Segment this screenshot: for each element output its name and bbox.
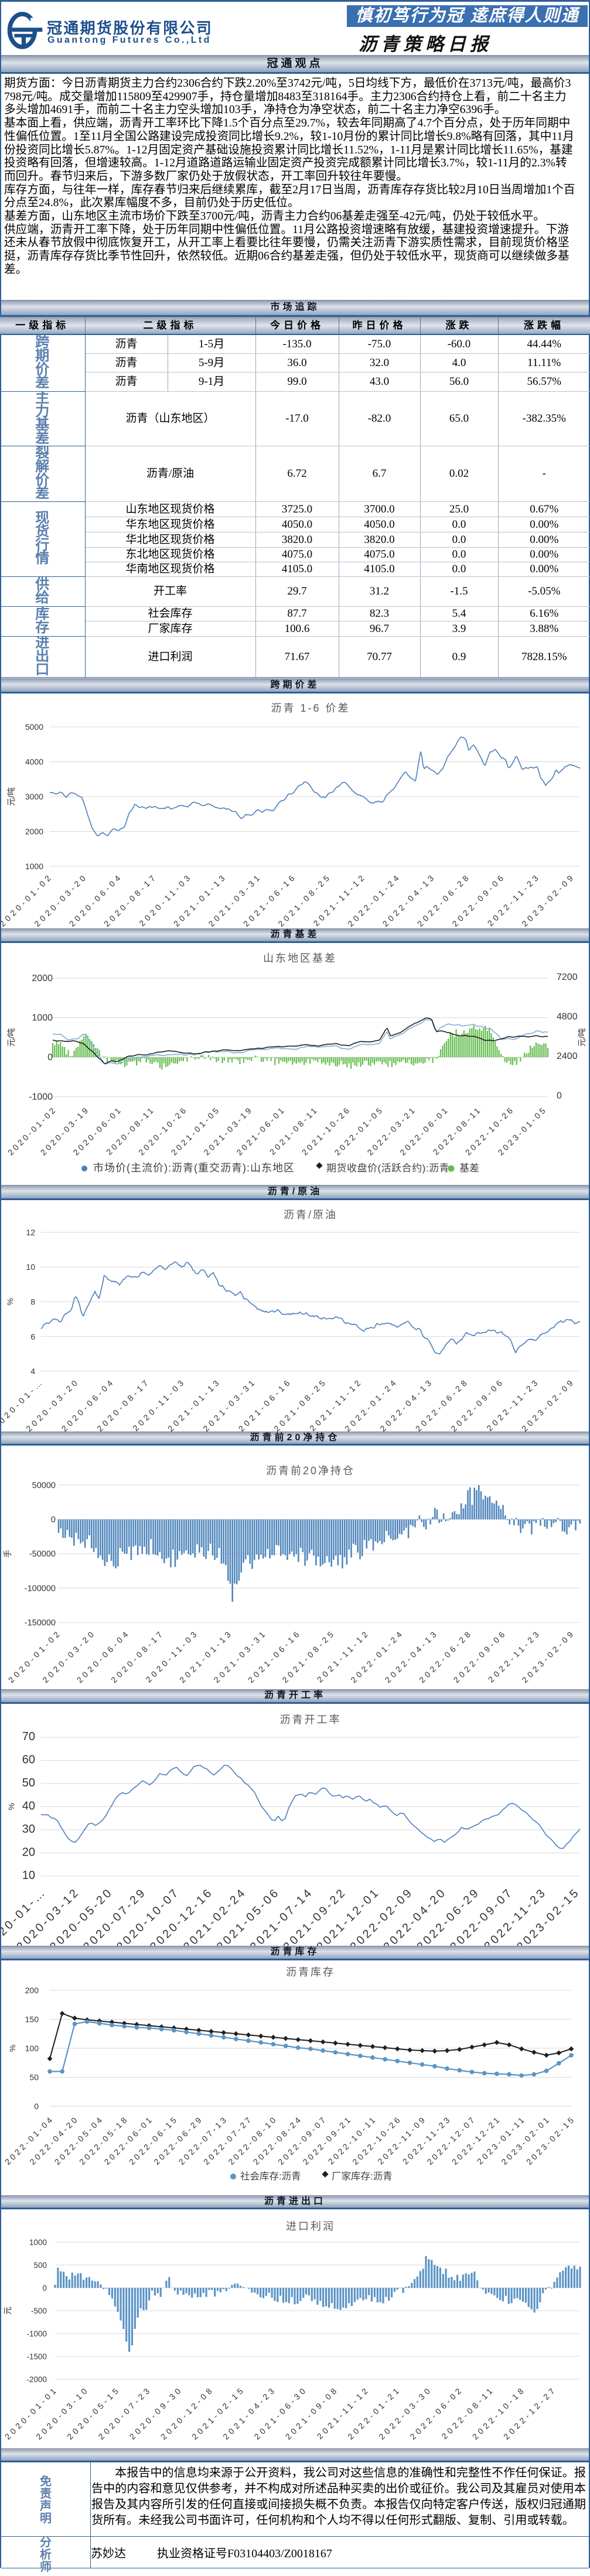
svg-text:-100000: -100000 [25, 1584, 56, 1593]
svg-text:8: 8 [30, 1297, 35, 1307]
svg-text:0: 0 [34, 2102, 39, 2111]
svg-text:5000: 5000 [25, 722, 43, 732]
svg-text:%: % [8, 2045, 17, 2052]
svg-text:-50000: -50000 [29, 1550, 56, 1559]
svg-text:10: 10 [22, 1869, 35, 1882]
svg-text:50: 50 [29, 2073, 39, 2082]
svg-text:2022-10-18: 2022-10-18 [470, 2384, 527, 2441]
svg-text:2400: 2400 [557, 1051, 578, 1061]
svg-text:10: 10 [26, 1262, 35, 1272]
svg-text:元/吨: 元/吨 [577, 1028, 586, 1047]
svg-text:-150000: -150000 [25, 1618, 56, 1628]
svg-text:2020-07-23: 2020-07-23 [96, 2384, 153, 2441]
svg-text:2022-01-21: 2022-01-21 [346, 2384, 403, 2441]
svg-text:150: 150 [25, 2015, 39, 2024]
svg-text:2020-03-10: 2020-03-10 [34, 2384, 91, 2441]
svg-text:4000: 4000 [25, 757, 43, 767]
svg-text:500: 500 [33, 2261, 47, 2270]
svg-text:4: 4 [30, 1366, 35, 1376]
svg-text:-1000: -1000 [26, 2329, 47, 2338]
svg-text:30: 30 [22, 1823, 35, 1836]
svg-text:200: 200 [25, 1986, 39, 1995]
svg-text:100: 100 [25, 2044, 39, 2053]
svg-text:2020-05-15: 2020-05-15 [65, 2384, 122, 2441]
svg-text:元: 元 [3, 2307, 12, 2315]
svg-text:山东地区基差: 山东地区基差 [263, 952, 337, 964]
svg-text:沥青 1-6 价差: 沥青 1-6 价差 [271, 702, 350, 714]
svg-text:0: 0 [42, 2284, 47, 2293]
svg-text:沥青开工率: 沥青开工率 [280, 1714, 342, 1726]
svg-text:4800: 4800 [557, 1012, 578, 1022]
svg-text:3000: 3000 [25, 792, 43, 801]
svg-text:2021-09-08: 2021-09-08 [284, 2384, 340, 2441]
svg-text:元/吨: 元/吨 [6, 787, 16, 806]
svg-text:市场价(主流价):沥青(重交沥青):山东地区: 市场价(主流价):沥青(重交沥青):山东地区 [93, 1162, 295, 1174]
svg-text:进口利润: 进口利润 [286, 2220, 335, 2232]
svg-text:1000: 1000 [29, 2238, 47, 2247]
svg-text:沥青/原油: 沥青/原油 [284, 1209, 337, 1221]
svg-text:沥青前20净持仓: 沥青前20净持仓 [266, 1465, 355, 1477]
svg-text:2020-12-08: 2020-12-08 [159, 2384, 216, 2441]
svg-text:厂家库存:沥青: 厂家库存:沥青 [332, 2171, 393, 2182]
svg-text:%: % [6, 1803, 16, 1810]
svg-text:2022-08-11: 2022-08-11 [439, 2384, 496, 2441]
svg-text:沥青库存: 沥青库存 [286, 1966, 335, 1978]
svg-text:元/吨: 元/吨 [6, 1028, 16, 1047]
svg-text:50000: 50000 [32, 1481, 56, 1490]
svg-text:6: 6 [30, 1332, 35, 1341]
svg-text:0: 0 [557, 1091, 562, 1101]
svg-text:-500: -500 [31, 2307, 47, 2315]
svg-text:2020-09-30: 2020-09-30 [128, 2384, 185, 2441]
svg-text:2000: 2000 [25, 827, 43, 836]
svg-text:2022-03-30: 2022-03-30 [377, 2384, 434, 2441]
svg-text:2021-02-15: 2021-02-15 [190, 2384, 247, 2441]
svg-text:期货收盘价(活跃合约):沥青: 期货收盘价(活跃合约):沥青 [326, 1163, 449, 1174]
svg-text:40: 40 [22, 1800, 35, 1813]
svg-text:50: 50 [22, 1776, 35, 1789]
svg-text:7200: 7200 [557, 972, 578, 982]
svg-text:1000: 1000 [25, 862, 43, 871]
svg-text:2020-01-01: 2020-01-01 [3, 2384, 60, 2441]
svg-text:0: 0 [51, 1515, 56, 1525]
svg-text:12: 12 [26, 1228, 35, 1237]
svg-text:20: 20 [22, 1846, 35, 1859]
svg-text:-1500: -1500 [26, 2352, 47, 2361]
svg-text:社会库存:沥青: 社会库存:沥青 [240, 2171, 301, 2182]
svg-text:手: 手 [3, 1550, 12, 1558]
svg-text:基差: 基差 [459, 1163, 479, 1174]
svg-text:2021-06-30: 2021-06-30 [252, 2384, 309, 2441]
svg-text:1000: 1000 [32, 1013, 53, 1023]
svg-text:60: 60 [22, 1754, 35, 1767]
svg-text:2022-12-27: 2022-12-27 [502, 2384, 558, 2441]
svg-text:2021-11-12: 2021-11-12 [315, 2384, 372, 2441]
svg-text:0: 0 [47, 1053, 53, 1062]
svg-text:-2000: -2000 [26, 2375, 47, 2384]
svg-text:2022-06-02: 2022-06-02 [408, 2384, 465, 2441]
svg-text:-1000: -1000 [29, 1092, 53, 1102]
svg-text:2000: 2000 [32, 973, 53, 983]
svg-text:%: % [5, 1298, 15, 1305]
svg-text:70: 70 [22, 1730, 35, 1743]
svg-text:2021-04-23: 2021-04-23 [221, 2384, 278, 2441]
